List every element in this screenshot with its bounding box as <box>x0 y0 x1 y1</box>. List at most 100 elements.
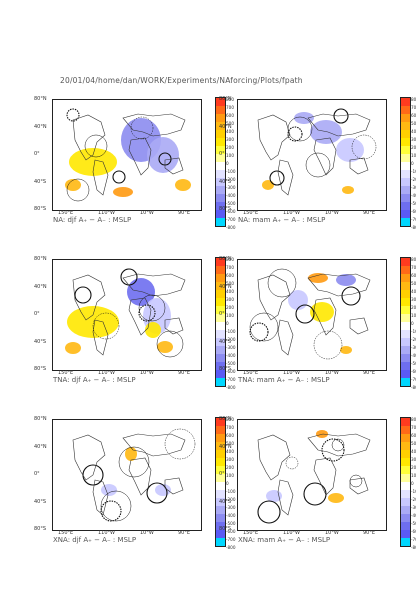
anomaly-blob <box>69 148 117 176</box>
colorbar-swatch <box>401 322 410 330</box>
longitude-label: 150°E <box>243 370 259 376</box>
colorbar-tick-label: -400 <box>226 193 236 198</box>
colorbar-swatch <box>401 346 410 354</box>
colorbar-swatch <box>216 282 225 290</box>
colorbar-tick-label: 200 <box>226 465 234 470</box>
colorbar-tick-label: 800 <box>226 417 234 422</box>
contour-line <box>138 304 156 322</box>
colorbar-tick-label: -400 <box>411 513 416 518</box>
anomaly-blob <box>336 274 356 286</box>
colorbar-swatch <box>216 266 225 274</box>
colorbar-swatch <box>216 450 225 458</box>
colorbar <box>400 417 411 547</box>
colorbar-swatch <box>216 354 225 362</box>
colorbar-tick-label: -700 <box>411 537 416 542</box>
colorbar-tick-label: 0 <box>411 321 414 326</box>
map-panel: 80°N 40°N 0° 40°S 80°S 150°E 110°W 10°W 90°E TNA:… <box>34 245 236 390</box>
coastline <box>72 273 186 356</box>
colorbar-swatch <box>401 178 410 186</box>
colorbar-swatch <box>401 210 410 218</box>
colorbar-swatch <box>216 338 225 346</box>
colorbar-swatch <box>401 450 410 458</box>
colorbar-swatch <box>216 474 225 482</box>
colorbar-tick-label: 300 <box>411 137 416 142</box>
anomaly-blob <box>288 290 308 310</box>
longitude-label: 90°E <box>178 370 191 376</box>
colorbar-swatch <box>216 522 225 530</box>
colorbar-swatch <box>401 490 410 498</box>
colorbar-swatch <box>216 218 225 226</box>
colorbar-tick-label: 500 <box>226 441 234 446</box>
anomaly-blob <box>157 341 173 353</box>
contour-line <box>267 268 297 298</box>
panel-caption: NA: djf A₊ − A₋ : MSLP <box>53 216 132 224</box>
colorbar-swatch <box>216 98 225 106</box>
colorbar-tick-label: -600 <box>411 369 416 374</box>
map-plot <box>52 259 202 371</box>
longitude-label: 110°W <box>283 210 300 216</box>
longitude-label: 110°W <box>98 370 115 376</box>
colorbar-tick-label: 400 <box>226 289 234 294</box>
colorbar-tick-label: -300 <box>226 185 236 190</box>
colorbar-tick-label: -100 <box>411 169 416 174</box>
coastline <box>72 433 186 516</box>
map-plot <box>52 419 202 531</box>
contour-line <box>287 126 303 142</box>
colorbar-swatch <box>216 458 225 466</box>
colorbar-tick-label: 800 <box>226 257 234 262</box>
latitude-label: 40°S <box>219 338 232 345</box>
colorbar-swatch <box>401 474 410 482</box>
colorbar-tick-label: -500 <box>226 361 236 366</box>
colorbar-swatch <box>401 378 410 386</box>
map-panel: 80°N 40°N 0° 40°S 80°S 150°E 110°W 10°W 90°E TNA:… <box>219 245 416 390</box>
longitude-label: 10°W <box>325 530 339 536</box>
colorbar-swatch <box>401 114 410 122</box>
colorbar-tick-label: 300 <box>226 137 234 142</box>
colorbar <box>400 257 411 387</box>
colorbar-tick-label: -100 <box>226 169 236 174</box>
colorbar-swatch <box>216 378 225 386</box>
contour-line <box>303 482 327 506</box>
colorbar-swatch <box>401 138 410 146</box>
latitude-label: 40°N <box>34 123 47 130</box>
longitude-label: 110°W <box>283 370 300 376</box>
colorbar-swatch <box>401 370 410 378</box>
anomaly-blob <box>328 493 344 503</box>
colorbar-swatch <box>216 170 225 178</box>
contour-line <box>146 482 168 504</box>
file-path-header: 20/01/04/home/dan/WORK/Experiments/NAfor… <box>60 76 303 85</box>
colorbar-tick-label: 400 <box>411 449 416 454</box>
colorbar-swatch <box>401 146 410 154</box>
colorbar-swatch <box>216 434 225 442</box>
colorbar-swatch <box>216 130 225 138</box>
colorbar-swatch <box>216 194 225 202</box>
colorbar-tick-label: -200 <box>411 497 416 502</box>
colorbar-swatch <box>401 282 410 290</box>
colorbar-tick-label: -700 <box>226 377 236 382</box>
colorbar-labels: 800 700 600 500 400 300 200 100 0 -100 -200 -300 -40… <box>226 96 236 232</box>
anomaly-blob <box>294 112 314 124</box>
longitude-label: 110°W <box>98 210 115 216</box>
colorbar <box>400 97 411 227</box>
contour-line <box>249 322 269 342</box>
colorbar-tick-label: -800 <box>411 545 416 550</box>
colorbar-tick-label: 700 <box>226 425 234 430</box>
map-panel: 80°N 40°N 0° 40°S 80°S 150°E 110°W 10°W 90°E NA: … <box>34 85 236 230</box>
panel-caption: XNA: mam A₊ − A₋ : MSLP <box>238 536 331 544</box>
latitude-label: 40°N <box>34 443 47 450</box>
latitude-label: 80°S <box>219 526 232 532</box>
colorbar-tick-label: -800 <box>226 385 236 390</box>
colorbar-swatch <box>216 106 225 114</box>
colorbar-swatch <box>216 490 225 498</box>
colorbar-swatch <box>216 418 225 426</box>
contour-line <box>66 108 80 122</box>
colorbar-tick-label: 0 <box>411 161 414 166</box>
latitude-label: 80°N <box>34 256 47 262</box>
colorbar-swatch <box>401 98 410 106</box>
contour-line <box>74 286 92 304</box>
colorbar-swatch <box>216 330 225 338</box>
colorbar-tick-label: -500 <box>411 361 416 366</box>
colorbar-swatch <box>216 498 225 506</box>
contour-line <box>257 500 281 524</box>
colorbar-tick-label: 100 <box>226 473 234 478</box>
